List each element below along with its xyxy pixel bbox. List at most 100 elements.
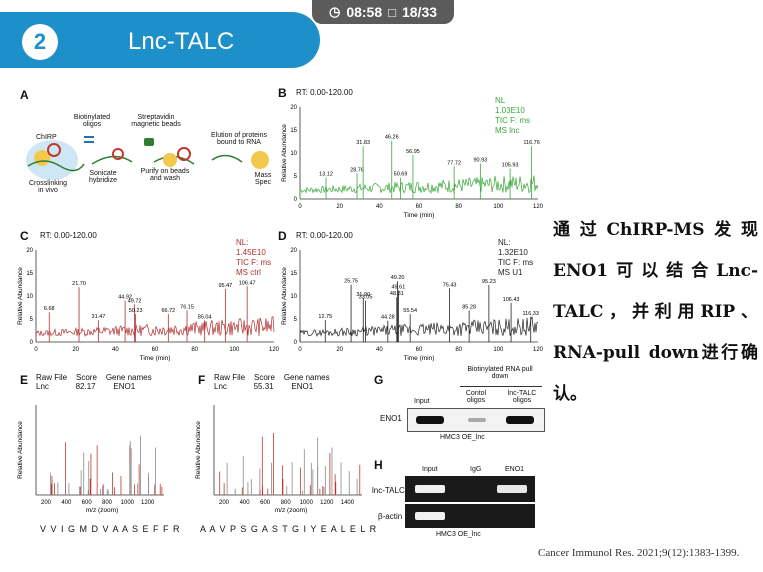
- status-page: 18/33: [401, 4, 438, 20]
- x-tick-label: 1000: [300, 500, 314, 506]
- peak-label: 77.72: [447, 160, 461, 166]
- panel-h-col-igg: IgG: [470, 466, 482, 473]
- peak-label: 85.04: [198, 314, 212, 320]
- panel-g-col-control: Contol oligos: [465, 390, 487, 404]
- y-tick-label: 10: [26, 294, 33, 300]
- panel-c-rt: RT: 0.00-120.00: [40, 231, 97, 240]
- panel-b-legend: NL 1.03E10 TIC F: ms MS lnc: [495, 96, 531, 135]
- x-tick-label: 1200: [320, 500, 334, 506]
- y-tick-label: 20: [290, 248, 297, 254]
- label-elution: Elution of proteins bound to RNA: [210, 132, 268, 146]
- label-sonicate: Sonicate hybridize: [88, 170, 117, 184]
- peak-label: 116.33: [523, 311, 539, 317]
- peak-label: 31.83: [356, 140, 370, 146]
- x-tick-label: 120: [269, 347, 280, 353]
- x-tick-label: 0: [298, 204, 302, 210]
- label-crosslinking: Crosslinking in vivo: [28, 180, 68, 194]
- panel-h-cell: HMC3 OE_lnc: [436, 531, 481, 538]
- y-tick-label: 10: [290, 151, 297, 157]
- peak-label: 75.43: [443, 282, 457, 288]
- panel-f-sequence: A A V P S G A S T G I Y E A L E L R: [200, 524, 378, 534]
- x-tick-label: 800: [281, 500, 292, 506]
- x-tick-label: 1200: [141, 500, 155, 506]
- peak-label: 44.28: [381, 315, 395, 321]
- peak-label: 76.15: [180, 304, 194, 310]
- peak-label: 95.47: [218, 283, 232, 289]
- x-tick-label: 20: [336, 347, 343, 353]
- x-tick-label: 1400: [341, 500, 355, 506]
- status-time: 08:58: [346, 4, 383, 20]
- panel-h-gel-lnc: [405, 476, 535, 502]
- x-axis-label: Time (min): [404, 212, 435, 219]
- x-tick-label: 80: [455, 347, 462, 353]
- peak-label: 49.61: [392, 284, 406, 290]
- panel-a-letter: A: [20, 88, 29, 102]
- spectrum-f: 200 400 600 800 1000 1200 1400 m/z (zoom) Relati…: [195, 405, 362, 514]
- x-tick-label: 200: [219, 500, 230, 506]
- panel-g-blot: [407, 408, 545, 432]
- panel-g-row-eno1: ENO1: [380, 414, 402, 423]
- peak-label: 33.05: [359, 295, 373, 301]
- panel-d-rt: RT: 0.00-120.00: [296, 231, 353, 240]
- peak-label: 106.43: [503, 297, 520, 303]
- x-tick-label: 800: [102, 500, 113, 506]
- x-tick-label: 100: [229, 347, 240, 353]
- y-tick-label: 0: [30, 340, 34, 346]
- x-tick-label: 120: [533, 347, 544, 353]
- clock-icon: ◷: [328, 4, 341, 19]
- panel-d-letter: D: [278, 229, 287, 243]
- x-tick-label: 0: [34, 347, 38, 353]
- x-tick-label: 60: [416, 347, 423, 353]
- panel-e-sequence: V V I G M D V A A S E F F R: [40, 524, 181, 534]
- y-tick-label: 5: [30, 317, 34, 323]
- panel-e-header: Raw File Score Gene names Lnc 82.17 ENO1: [36, 373, 152, 391]
- x-tick-label: 200: [41, 500, 52, 506]
- peak-label: 50.23: [129, 308, 143, 314]
- peak-label: 21.70: [72, 281, 86, 287]
- spectrum-e: 200 400 600 800 1000 1200 m/z (zoom) Relative A…: [17, 405, 164, 514]
- x-axis-label: m/z (zoom): [275, 507, 308, 514]
- chromatogram-b: 0 20 40 60 80 100 120 0 5 10 15 20 Time (min) Relativ…: [281, 105, 544, 219]
- peak-label: 85.28: [462, 304, 476, 310]
- peak-label: 28.76: [350, 167, 364, 173]
- panel-e-letter: E: [20, 373, 29, 387]
- x-tick-label: 40: [376, 204, 383, 210]
- panel-h-row-lnc: lnc-TALC: [372, 486, 405, 495]
- y-axis-label: Relative Abundance: [281, 124, 288, 182]
- x-tick-label: 400: [61, 500, 72, 506]
- panel-g-letter: G: [374, 373, 384, 387]
- panel-h-row-actin: β-actin: [378, 512, 403, 521]
- y-axis-label: Relative Abundance: [17, 421, 24, 479]
- peak-label: 105.93: [502, 163, 519, 169]
- peak-label: 49.20: [391, 275, 405, 281]
- panel-g-title-line: [460, 386, 542, 387]
- peak-label: 6.68: [44, 306, 55, 312]
- x-tick-label: 60: [416, 204, 423, 210]
- peak-label: 49.72: [128, 298, 142, 304]
- x-tick-label: 80: [191, 347, 198, 353]
- y-tick-label: 0: [294, 340, 298, 346]
- peak-label: 25.75: [344, 279, 358, 285]
- panel-g-cell: HMC3 OE_lnc: [440, 434, 485, 441]
- body-text: 通过ChIRP-MS发现ENO1可以结合Lnc-TALC，并利用RIP、RNA-…: [553, 220, 758, 404]
- slide-title: Lnc-TALC: [128, 28, 235, 55]
- panel-h-gel-actin: [405, 504, 535, 528]
- y-tick-label: 10: [290, 294, 297, 300]
- x-tick-label: 120: [533, 204, 544, 210]
- label-streptavidin-beads: Streptavidin magnetic beads: [131, 114, 181, 128]
- x-tick-label: 60: [152, 347, 159, 353]
- peak-label: 90.93: [473, 157, 487, 163]
- x-tick-label: 1000: [121, 500, 135, 506]
- x-tick-label: 80: [455, 204, 462, 210]
- x-tick-label: 400: [240, 500, 251, 506]
- label-mass-spec: Mass Spec: [254, 172, 272, 186]
- label-biotinylated-oligos: Biotinylated oligos: [73, 114, 111, 128]
- panel-b-rt: RT: 0.00-120.00: [296, 88, 353, 97]
- x-tick-label: 20: [72, 347, 79, 353]
- peak-label: 66.72: [161, 308, 175, 314]
- trace-line: [35, 316, 275, 342]
- peak-label: 106.47: [239, 280, 256, 286]
- y-axis-label: Relative Abundance: [195, 421, 202, 479]
- y-tick-label: 15: [26, 271, 33, 277]
- y-tick-label: 0: [294, 197, 298, 203]
